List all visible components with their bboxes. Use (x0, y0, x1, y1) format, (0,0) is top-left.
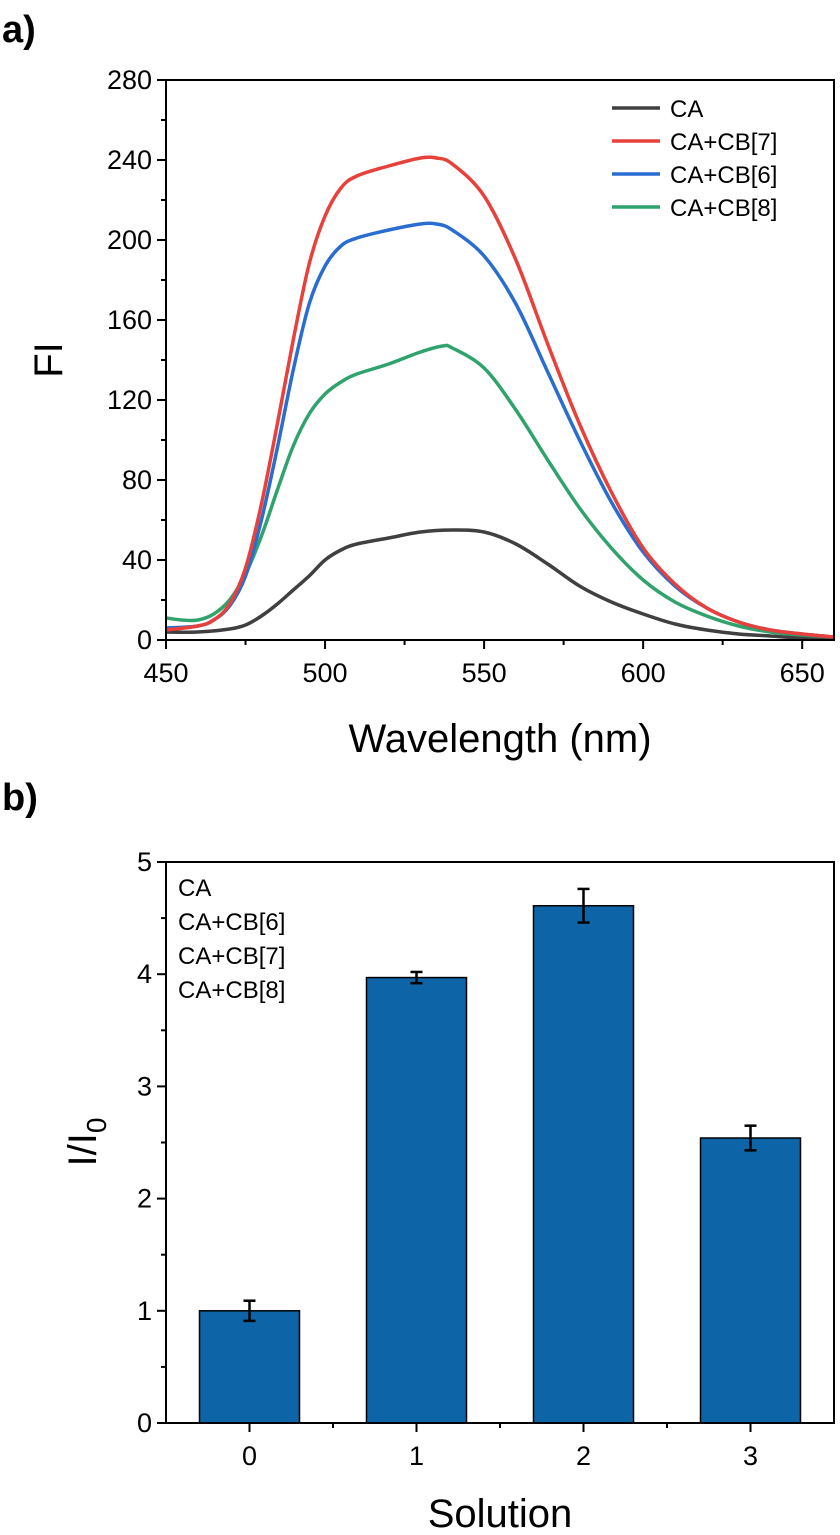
legend-label: CA+CB[8] (178, 977, 285, 1004)
panel-a-series-lines (165, 155, 835, 641)
x-tick-label: 500 (303, 658, 348, 688)
legend-label: CA+CB[6] (178, 909, 285, 936)
y-tick-label: 40 (122, 545, 152, 575)
panel-b-label: b) (2, 777, 38, 819)
x-tick-label: 3 (743, 1441, 758, 1471)
series-line-ca (165, 528, 835, 641)
panel-a-x-axis-title: Wavelength (nm) (348, 717, 651, 761)
panel-a-plot-frame (165, 79, 835, 641)
legend-label: CA+CB[7] (178, 943, 285, 970)
panel-b-y-axis-title: I/I0 (61, 1118, 112, 1167)
y-tick-label: 240 (107, 145, 152, 175)
panel-a-y-axis-title: FI (27, 342, 71, 378)
bar-solution-3 (699, 1137, 802, 1424)
y-tick-label: 0 (137, 1408, 152, 1438)
panel-b-plot-frame (165, 861, 835, 1424)
y-tick-label: 2 (137, 1184, 152, 1214)
x-tick-label: 2 (576, 1441, 591, 1471)
legend-label: CA+CB[6] (670, 162, 777, 189)
panel-a-line-chart: a) 450 500 550 600 650 0 40 80 120 160 200 240 280 W… (2, 9, 835, 761)
bar-solution-2 (532, 905, 635, 1424)
legend-label: CA+CB[8] (670, 195, 777, 222)
y-tick-label: 3 (137, 1071, 152, 1101)
y-tick-label: 280 (107, 65, 152, 95)
y-tick-label: 1 (137, 1296, 152, 1326)
panel-b-y-axis-title-main: I/I (61, 1133, 105, 1166)
panel-b-ticks: 0 1 2 3 4 5 0 1 2 3 (137, 847, 758, 1471)
x-tick-label: 600 (621, 658, 666, 688)
y-tick-label: 160 (107, 305, 152, 335)
x-tick-label: 650 (780, 658, 825, 688)
panel-b-bars (198, 887, 802, 1424)
legend-label: CA+CB[7] (670, 129, 777, 156)
panel-a-ticks: 450 500 550 600 650 0 40 80 120 160 200 240 280 (107, 65, 825, 688)
panel-a-label: a) (2, 9, 36, 51)
series-line-ca-cb-7- (165, 155, 835, 639)
y-tick-label: 120 (107, 385, 152, 415)
bar-solution-0 (198, 1310, 301, 1424)
y-tick-label: 80 (122, 465, 152, 495)
series-line-ca-cb-8- (165, 343, 835, 639)
x-tick-label: 550 (462, 658, 507, 688)
y-tick-label: 5 (137, 847, 152, 877)
legend-label: CA (670, 96, 703, 123)
series-line-ca-cb-6- (165, 221, 835, 639)
panel-b-legend: CA CA+CB[6] CA+CB[7] CA+CB[8] (178, 875, 285, 1004)
legend-label: CA (178, 875, 211, 902)
x-tick-label: 0 (242, 1441, 257, 1471)
x-tick-label: 1 (409, 1441, 424, 1471)
bar-solution-1 (365, 976, 468, 1424)
panel-b-y-axis-title-subscript: 0 (81, 1118, 112, 1134)
y-tick-label: 4 (137, 959, 152, 989)
y-tick-label: 0 (137, 625, 152, 655)
x-tick-label: 450 (143, 658, 188, 688)
panel-b-x-axis-title: Solution (428, 1492, 573, 1535)
y-tick-label: 200 (107, 225, 152, 255)
panel-a-legend: CA CA+CB[7] CA+CB[6] CA+CB[8] (612, 96, 777, 222)
